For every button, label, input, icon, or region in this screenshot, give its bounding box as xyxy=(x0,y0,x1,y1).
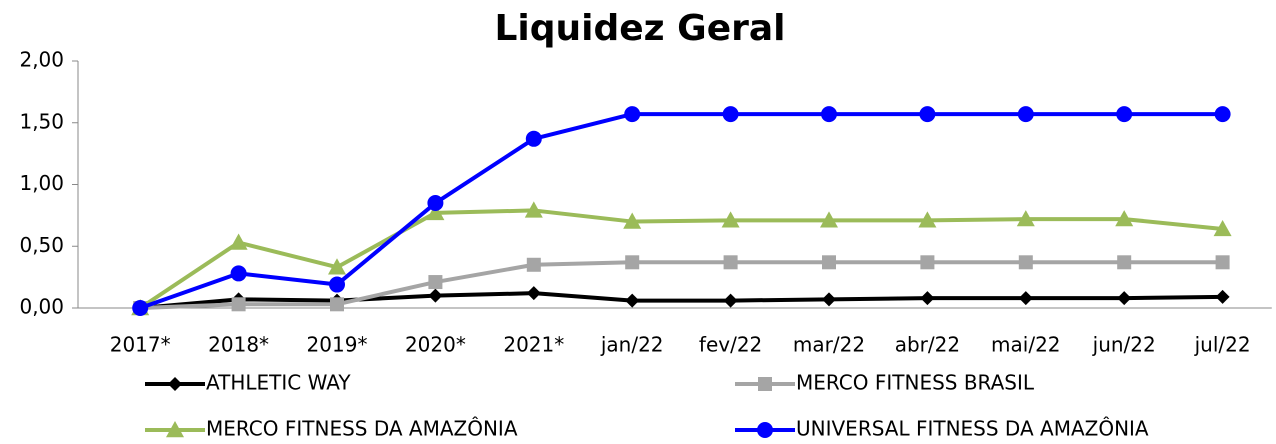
x-tick-label: jul/22 xyxy=(1194,333,1251,357)
x-tick-label: 2020* xyxy=(405,333,466,357)
data-point xyxy=(723,293,738,308)
legend-marker xyxy=(758,377,772,391)
data-point xyxy=(230,265,247,282)
x-tick-label: 2021* xyxy=(503,333,564,357)
series-line xyxy=(140,260,1223,310)
series-line xyxy=(140,291,1223,310)
data-point xyxy=(1017,106,1034,123)
y-tick-label: 1,00 xyxy=(19,171,64,195)
data-point xyxy=(822,255,836,270)
data-point xyxy=(1018,291,1033,306)
x-tick-label: 2019* xyxy=(307,333,368,357)
data-point xyxy=(1115,210,1134,227)
data-point xyxy=(822,292,836,307)
data-point xyxy=(526,257,541,272)
data-point xyxy=(918,211,937,228)
data-point xyxy=(428,288,443,303)
x-tick-label: jan/22 xyxy=(600,333,664,357)
legend-label: MERCO FITNESS BRASIL xyxy=(796,371,1035,395)
y-tick-label: 1,50 xyxy=(19,109,64,133)
y-tick-label: 2,00 xyxy=(19,48,64,72)
data-point xyxy=(1213,219,1232,237)
legend-marker xyxy=(757,422,773,438)
x-tick-label: mai/22 xyxy=(991,333,1060,357)
data-point xyxy=(821,106,837,123)
data-point xyxy=(723,255,738,270)
data-point xyxy=(623,212,642,229)
data-point xyxy=(1018,255,1033,270)
data-point xyxy=(721,211,740,228)
data-point xyxy=(330,297,344,312)
series-line xyxy=(139,112,1223,310)
x-tick-label: jun/22 xyxy=(1092,333,1156,357)
y-tick-label: 0,00 xyxy=(19,295,64,319)
data-point xyxy=(1117,291,1132,306)
x-tick-label: 2017* xyxy=(110,333,171,357)
y-tick-label: 0,50 xyxy=(19,233,64,257)
x-tick-label: 2018* xyxy=(208,333,269,357)
data-point xyxy=(920,291,935,306)
legend-label: ATHLETIC WAY xyxy=(206,371,351,395)
x-tick-label: abr/22 xyxy=(895,333,960,357)
series-line xyxy=(139,208,1223,310)
data-point xyxy=(624,106,641,123)
chart-title: Liquidez Geral xyxy=(494,8,785,49)
legend-marker xyxy=(168,377,182,391)
data-point xyxy=(231,297,246,312)
data-point xyxy=(329,276,345,293)
data-point xyxy=(1215,255,1230,270)
data-point xyxy=(328,258,346,275)
data-point xyxy=(1016,210,1035,227)
data-point xyxy=(1117,255,1132,270)
data-point xyxy=(919,106,936,123)
data-point xyxy=(525,130,542,147)
legend-marker xyxy=(166,421,184,438)
x-tick-label: mar/22 xyxy=(793,333,865,357)
legend-label: MERCO FITNESS DA AMAZÔNIA xyxy=(206,417,518,441)
data-point xyxy=(526,286,541,301)
data-point xyxy=(524,201,543,218)
data-point xyxy=(920,255,935,270)
data-point xyxy=(1116,106,1133,123)
data-point xyxy=(132,300,149,316)
x-tick-label: fev/22 xyxy=(699,333,762,357)
data-point xyxy=(229,233,248,250)
data-point xyxy=(1215,289,1230,304)
data-point xyxy=(428,275,443,290)
data-point xyxy=(427,195,444,212)
data-point xyxy=(722,106,739,123)
data-point xyxy=(426,203,445,221)
legend-label: UNIVERSAL FITNESS DA AMAZÔNIA xyxy=(796,417,1149,441)
data-point xyxy=(625,255,640,270)
data-point xyxy=(625,293,640,308)
data-point xyxy=(820,211,838,228)
data-point xyxy=(1214,106,1231,123)
